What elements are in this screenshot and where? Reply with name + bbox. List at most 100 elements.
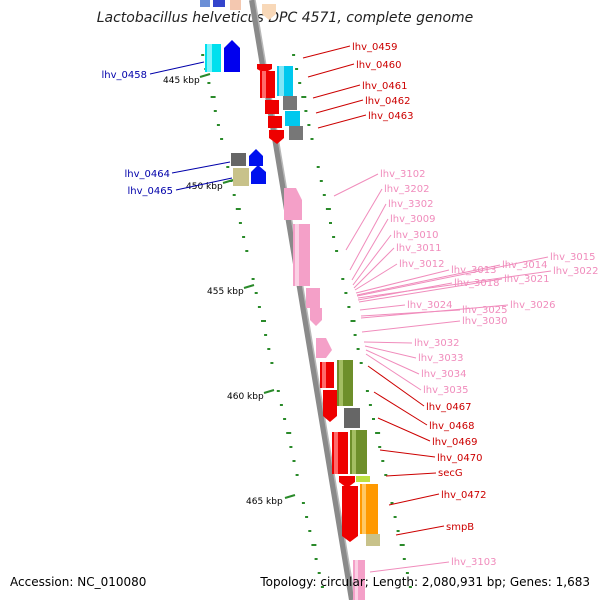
leader-line: [360, 304, 509, 319]
gene-lhv-0460[interactable]: [260, 66, 293, 98]
leader-line: [367, 365, 425, 407]
tick-mark: [384, 474, 388, 476]
gene-lhv-0459[interactable]: [257, 64, 272, 73]
gene-lhv-3013-3026[interactable]: [306, 288, 322, 326]
gene-lhv-0458[interactable]: [205, 40, 240, 72]
label-lhv-0468[interactable]: lhv_0468: [429, 421, 474, 432]
label-lhv-3012[interactable]: lhv_3012: [399, 259, 444, 270]
gene-lhv-0465[interactable]: [233, 165, 266, 186]
leader-line: [349, 203, 387, 271]
tick-mark: [381, 460, 385, 462]
gene-lhv-0468[interactable]: [323, 390, 360, 428]
tick-mark: [301, 502, 305, 504]
leader-line: [357, 282, 453, 301]
tick-mark: [289, 446, 293, 448]
tick-mark: [317, 572, 321, 574]
tick-mark: [310, 138, 314, 140]
label-lhv-3032[interactable]: lhv_3032: [414, 338, 459, 349]
label-lhv-3030[interactable]: lhv_3030: [462, 316, 507, 327]
tick-mark: [301, 96, 307, 98]
gene-lhv-0462[interactable]: [268, 111, 300, 128]
label-lhv-0461[interactable]: lhv_0461: [362, 81, 407, 92]
tick-mark: [347, 306, 351, 308]
scale-label-460: 460 kbp: [227, 392, 264, 402]
tick-mark: [341, 278, 345, 280]
label-lhv-3009[interactable]: lhv_3009: [390, 214, 435, 225]
gene-lhv-3102[interactable]: [284, 188, 302, 220]
label-lhv-3026[interactable]: lhv_3026: [510, 300, 555, 311]
label-lhv-3014[interactable]: lhv_3014: [502, 260, 547, 271]
label-lhv-3035[interactable]: lhv_3035: [423, 385, 468, 396]
accession-text: Accession: NC_010080: [10, 575, 146, 589]
gene-secG[interactable]: [356, 476, 370, 482]
label-lhv-3302[interactable]: lhv_3302: [388, 199, 433, 210]
tick-mark: [270, 362, 274, 364]
gene-lhv-0472[interactable]: [342, 484, 378, 542]
gene-lhv-3030-3035[interactable]: [316, 338, 332, 358]
label-lhv-0463[interactable]: lhv_0463: [368, 111, 413, 122]
label-lhv-3103[interactable]: lhv_3103: [451, 557, 496, 568]
gene-lhv-3202-3012[interactable]: [293, 224, 310, 286]
label-lhv-0458[interactable]: lhv_0458: [102, 70, 147, 81]
label-smpb[interactable]: smpB: [446, 522, 474, 533]
label-lhv-3025[interactable]: lhv_3025: [462, 305, 507, 316]
leader-line: [388, 493, 440, 506]
leader-line: [149, 61, 205, 75]
gene-lhv-3103[interactable]: [353, 560, 365, 600]
label-lhv-3024[interactable]: lhv_3024: [407, 300, 452, 311]
label-secg[interactable]: secG: [438, 468, 463, 479]
gene-lhv-0467[interactable]: [320, 360, 353, 406]
leader-line: [364, 345, 417, 359]
leader-line: [354, 263, 398, 291]
gene-lhv-0464[interactable]: [231, 149, 263, 166]
tick-mark: [396, 530, 400, 532]
leader-line: [359, 304, 406, 311]
label-lhv-3034[interactable]: lhv_3034: [421, 369, 466, 380]
label-leader-lines: [149, 45, 552, 573]
label-lhv-0460[interactable]: lhv_0460: [356, 60, 401, 71]
label-lhv-0462[interactable]: lhv_0462: [365, 96, 410, 107]
label-lhv-0472[interactable]: lhv_0472: [441, 490, 486, 501]
tick-mark: [311, 544, 317, 546]
label-lhv-0470[interactable]: lhv_0470: [437, 453, 482, 464]
tick-mark: [316, 166, 320, 168]
label-lhv-3021[interactable]: lhv_3021: [504, 274, 549, 285]
label-lhv-3010[interactable]: lhv_3010: [393, 230, 438, 241]
leader-line: [175, 177, 233, 191]
leader-line: [358, 278, 503, 303]
tick-mark: [279, 404, 283, 406]
label-lhv-3102[interactable]: lhv_3102: [380, 169, 425, 180]
label-lhv-0464[interactable]: lhv_0464: [125, 169, 170, 180]
gene-lhv-0470[interactable]: [339, 476, 355, 488]
label-lhv-3011[interactable]: lhv_3011: [396, 243, 441, 254]
tick-mark: [286, 432, 292, 434]
label-lhv-0459[interactable]: lhv_0459: [352, 42, 397, 53]
tick-mark: [245, 250, 249, 252]
label-lhv-3015[interactable]: lhv_3015: [550, 252, 595, 263]
leader-line: [369, 561, 450, 573]
leader-line: [379, 449, 436, 458]
tick-mark: [319, 180, 323, 182]
gene-lhv-0461[interactable]: [265, 96, 297, 114]
leader-line: [333, 173, 379, 197]
leader-line: [385, 472, 437, 477]
label-lhv-3033[interactable]: lhv_3033: [418, 353, 463, 364]
label-lhv-3013[interactable]: lhv_3013: [451, 265, 496, 276]
tick-mark: [220, 138, 224, 140]
label-lhv-3022[interactable]: lhv_3022: [553, 266, 598, 277]
leader-line: [171, 161, 231, 174]
gene-smpB[interactable]: [366, 534, 380, 546]
tick-mark: [295, 474, 299, 476]
label-lhv-3018[interactable]: lhv_3018: [454, 278, 499, 289]
tick-mark: [365, 390, 369, 392]
tick-mark: [232, 194, 236, 196]
gene-lhv-0469[interactable]: [332, 430, 367, 474]
gene-lhv-0463[interactable]: [269, 126, 303, 144]
tick-mark: [399, 544, 405, 546]
leader-line: [352, 234, 392, 286]
label-lhv-0465[interactable]: lhv_0465: [128, 186, 173, 197]
label-lhv-3202[interactable]: lhv_3202: [384, 184, 429, 195]
tick-mark: [325, 208, 331, 210]
label-lhv-0469[interactable]: lhv_0469: [432, 437, 477, 448]
label-lhv-0467[interactable]: lhv_0467: [426, 402, 471, 413]
